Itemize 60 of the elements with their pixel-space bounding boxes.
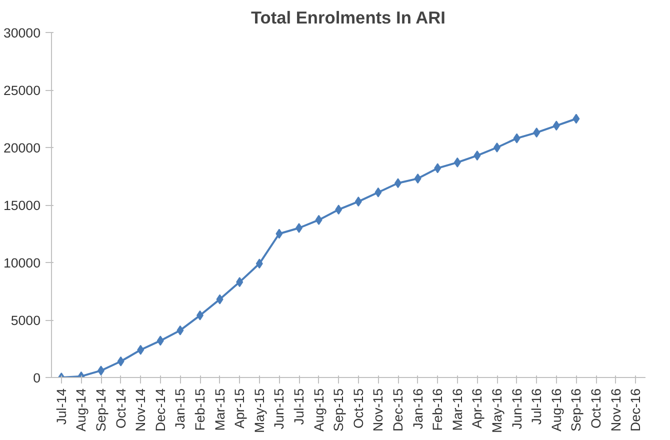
x-tick-label: Oct-14 xyxy=(113,388,128,428)
x-tick-label: Feb-15 xyxy=(192,388,208,431)
y-tick-label: 10000 xyxy=(3,256,40,270)
x-tick-label: Sep-16 xyxy=(568,388,584,432)
x-tick-label: Aug-15 xyxy=(311,388,326,432)
x-tick-label: Feb-16 xyxy=(430,388,446,431)
x-tick-label: Apr-16 xyxy=(470,388,485,429)
x-tick-label: Jun-15 xyxy=(272,388,287,430)
y-tick-label: 20000 xyxy=(3,140,40,156)
x-tick-label: Dec-14 xyxy=(152,388,168,432)
point xyxy=(354,196,362,207)
point xyxy=(156,336,164,346)
chart-title: Total Enrolments In ARI xyxy=(250,8,446,28)
x-tick-label: May-15 xyxy=(252,388,267,433)
point xyxy=(572,114,580,124)
point xyxy=(513,133,520,144)
point xyxy=(315,214,322,225)
y-tick-label: 15000 xyxy=(3,198,40,213)
x-tick-label: Jan-16 xyxy=(410,388,426,430)
point xyxy=(335,204,342,215)
x-tick-label: Mar-15 xyxy=(212,388,228,431)
x-tick-label: Oct-15 xyxy=(350,388,366,428)
x-tick-label: Nov-16 xyxy=(608,388,624,432)
x-tick-label: May-16 xyxy=(490,388,504,433)
point xyxy=(276,228,283,239)
x-tick-label: Jan-15 xyxy=(172,388,188,430)
point xyxy=(454,157,461,168)
x-tick-label: Jun-16 xyxy=(509,388,524,430)
point xyxy=(176,325,184,336)
x-tick-label: Nov-15 xyxy=(370,388,386,432)
y-tick-label: 5000 xyxy=(10,313,41,328)
x-tick-label: Nov-14 xyxy=(133,388,148,432)
point xyxy=(117,356,124,366)
point xyxy=(216,294,224,304)
point xyxy=(552,120,560,131)
x-tick-label: Jul-16 xyxy=(529,388,544,425)
point xyxy=(474,150,481,161)
x-tick-label: Apr-15 xyxy=(232,388,248,429)
point xyxy=(236,277,244,288)
y-tick-label: 25000 xyxy=(3,83,40,98)
x-tick-label: Jul-15 xyxy=(292,388,306,425)
x-tick-label: Dec-16 xyxy=(628,388,644,432)
point xyxy=(494,142,500,152)
x-tick-label: Aug-14 xyxy=(74,388,89,432)
x-tick-label: Aug-16 xyxy=(548,388,564,432)
x-tick-label: Sep-15 xyxy=(331,388,346,432)
point xyxy=(296,223,302,233)
point xyxy=(374,187,382,198)
point xyxy=(434,163,442,174)
x-tick-label: Oct-16 xyxy=(588,388,604,428)
y-tick-label: 30000 xyxy=(3,26,40,40)
x-tick-label: Jul-14 xyxy=(54,388,69,425)
point xyxy=(137,344,144,355)
x-tick-label: Mar-16 xyxy=(450,388,465,431)
point xyxy=(256,258,263,269)
x-tick-label: Dec-15 xyxy=(390,388,406,432)
x-tick-label: Sep-14 xyxy=(94,388,108,432)
point xyxy=(533,128,540,138)
point xyxy=(414,174,422,184)
y-tick-label: 0 xyxy=(33,370,41,386)
